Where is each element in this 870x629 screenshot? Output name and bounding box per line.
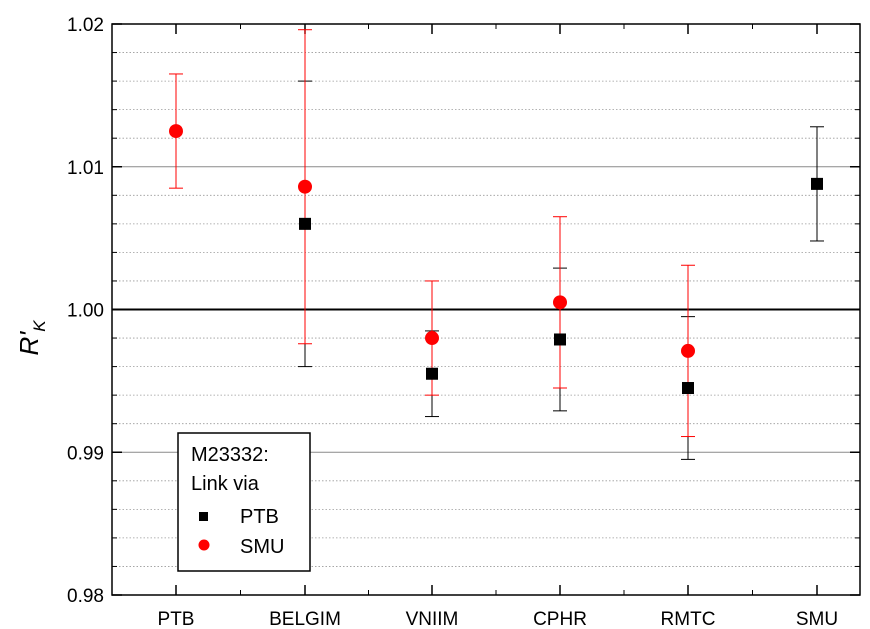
legend-marker-smu [198, 539, 210, 551]
x-tick-label: VNIIM [406, 609, 459, 629]
x-tick-label: PTB [158, 609, 195, 629]
y-axis-label-subscript: K [30, 320, 49, 332]
x-tick-label: SMU [796, 609, 838, 629]
y-tick-label: 1.00 [67, 301, 104, 322]
legend: M23332: Link via PTB SMU [177, 432, 311, 572]
data-point-ptb [299, 217, 311, 230]
y-tick-label: 1.01 [67, 158, 104, 179]
y-tick-label: 1.02 [67, 15, 104, 36]
ticks-layer: 0.98 0.99 1.00 1.01 1.02 PTB BELGIM VNIIM CPHR RM… [67, 15, 860, 629]
y-tick-label: 0.98 [67, 586, 104, 607]
legend-label-ptb: PTB [240, 506, 279, 528]
data-point-ptb [682, 382, 694, 395]
y-axis-label-main: R' [14, 331, 44, 356]
data-layer [169, 29, 824, 460]
data-point-smu [425, 331, 439, 346]
data-point-smu [298, 179, 312, 194]
data-point-ptb [426, 367, 438, 380]
data-point-ptb [554, 333, 566, 346]
legend-title-line1: M23332: [191, 444, 269, 466]
y-tick-label: 0.99 [67, 443, 104, 464]
x-tick-label: BELGIM [269, 609, 341, 629]
x-tick-label: RMTC [661, 609, 716, 629]
legend-title-line2: Link via [191, 473, 260, 495]
data-point-ptb [811, 177, 823, 190]
x-tick-label: CPHR [533, 609, 587, 629]
legend-label-smu: SMU [240, 536, 284, 558]
legend-marker-ptb [199, 512, 208, 521]
data-point-smu [169, 124, 183, 139]
data-point-smu [553, 295, 567, 310]
data-point-smu [681, 343, 695, 358]
y-axis-label: R'K [14, 320, 49, 356]
